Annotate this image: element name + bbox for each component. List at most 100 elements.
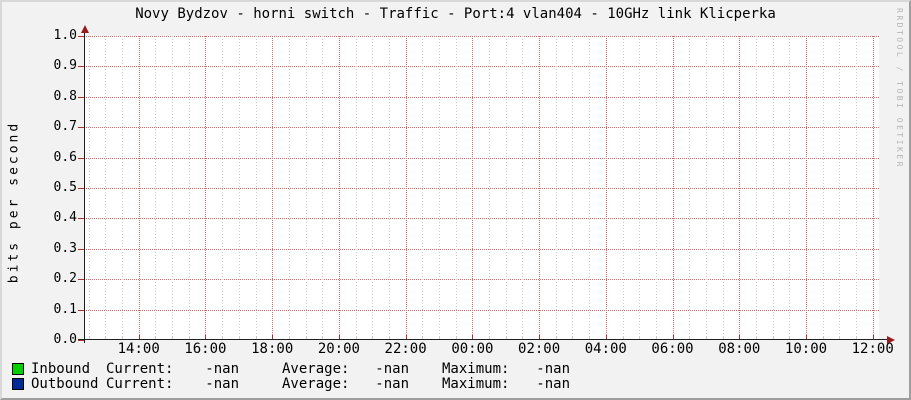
x-tick-mark-minor [839,337,841,340]
v-gridline-minor [772,36,774,340]
v-gridline-minor [105,36,107,340]
x-tick-label: 20:00 [317,341,360,357]
v-gridline [872,36,874,340]
y-tick-label: 0.1 [53,302,77,317]
x-tick-label: 00:00 [451,341,494,357]
v-gridline [605,36,607,340]
v-gridline-minor [839,36,841,340]
x-tick-mark-minor [522,337,524,340]
x-tick-mark-minor [188,337,190,340]
v-gridline [539,36,541,340]
x-tick-mark-minor [856,337,857,340]
current-label: Current: [106,376,174,392]
x-tick-mark-minor [722,337,724,340]
y-axis-arrow-icon [81,25,89,33]
x-tick-label: 22:00 [384,341,427,357]
x-tick-mark [205,335,207,340]
x-tick-mark-minor [756,337,757,340]
x-tick-mark [338,335,340,340]
maximum-value: -nan [536,361,570,377]
h-gridline [84,127,879,128]
y-tick-label: 0.3 [53,241,77,256]
x-tick-mark-minor [589,337,591,340]
x-tick-mark-minor [372,337,374,340]
x-tick-mark [138,335,140,340]
x-tick-mark-minor [439,337,440,340]
x-tick-mark-minor [388,337,390,340]
v-gridline-minor [489,36,490,340]
maximum-label: Maximum: [442,361,510,377]
x-axis-arrow-icon [887,336,895,344]
x-tick-mark [539,335,541,340]
x-tick-mark-minor [238,337,240,340]
v-gridline-minor [238,36,240,340]
x-tick-mark-minor [489,337,490,340]
x-tick-mark-minor [789,337,791,340]
h-gridline [84,36,879,37]
y-tick-mark [78,340,84,341]
x-tick-mark-minor [322,337,324,340]
x-tick-mark [672,335,674,340]
legend-series-label: Outbound [31,376,99,392]
v-gridline-minor [122,36,123,340]
v-gridline-minor [439,36,440,340]
y-tick-mark [78,188,84,189]
v-gridline-minor [756,36,757,340]
x-tick-mark-minor [88,337,90,340]
v-gridline-minor [455,36,457,340]
h-gridline [84,97,879,98]
y-tick-mark [78,127,84,128]
v-gridline-minor [655,36,657,340]
v-gridline-minor [255,36,257,340]
average-value: -nan [375,361,409,377]
x-tick-label: 16:00 [184,341,227,357]
v-gridline-minor [155,36,157,340]
legend-row-outbound: Outbound Current: -nan Average: -nan Max… [2,377,909,392]
v-gridline-minor [639,36,641,340]
v-gridline-minor [88,36,90,340]
x-tick-mark [605,335,607,340]
maximum-label: Maximum: [442,376,510,392]
v-gridline [205,36,207,340]
x-tick-mark [405,335,407,340]
y-axis-unit-label: bits per second [6,120,22,284]
y-tick-label: 0.4 [53,210,77,225]
x-tick-mark [806,335,807,340]
graph-title: Novy Bydzov - horni switch - Traffic - P… [135,6,776,22]
v-gridline-minor [589,36,591,340]
v-gridline-minor [305,36,307,340]
h-gridline [84,188,879,189]
v-gridline-minor [822,36,824,340]
v-gridline [138,36,140,340]
v-gridline-minor [288,36,290,340]
v-gridline-minor [522,36,524,340]
current-label: Current: [106,361,174,377]
v-gridline-minor [789,36,791,340]
v-gridline [405,36,407,340]
x-tick-mark-minor [155,337,157,340]
v-gridline-minor [622,36,624,340]
v-gridline-minor [856,36,857,340]
x-tick-mark-minor [572,337,574,340]
current-value: -nan [205,376,239,392]
x-tick-mark-minor [655,337,657,340]
v-gridline-minor [572,36,574,340]
legend-row-inbound: Inbound Current: -nan Average: -nan Maxi… [2,362,909,377]
plot-area: 1.0 0.9 0.8 0.7 0.6 0.5 0.4 0.3 0.2 0.1 0.0 14:00 16… [54,29,894,357]
y-tick-label: 0.5 [53,180,77,195]
x-tick-mark [872,335,874,340]
v-gridline-minor [372,36,374,340]
x-tick-mark-minor [822,337,824,340]
y-tick-label: 0.6 [53,150,77,165]
x-tick-label: 10:00 [784,341,828,357]
y-tick-mark [78,36,84,37]
x-tick-label: 02:00 [518,341,561,357]
average-label: Average: [282,361,350,377]
y-axis-line [84,29,85,343]
h-gridline [84,158,879,159]
x-tick-mark-minor [505,337,507,340]
h-gridline [84,218,879,219]
y-tick-mark [78,310,84,311]
x-tick-mark-minor [772,337,774,340]
